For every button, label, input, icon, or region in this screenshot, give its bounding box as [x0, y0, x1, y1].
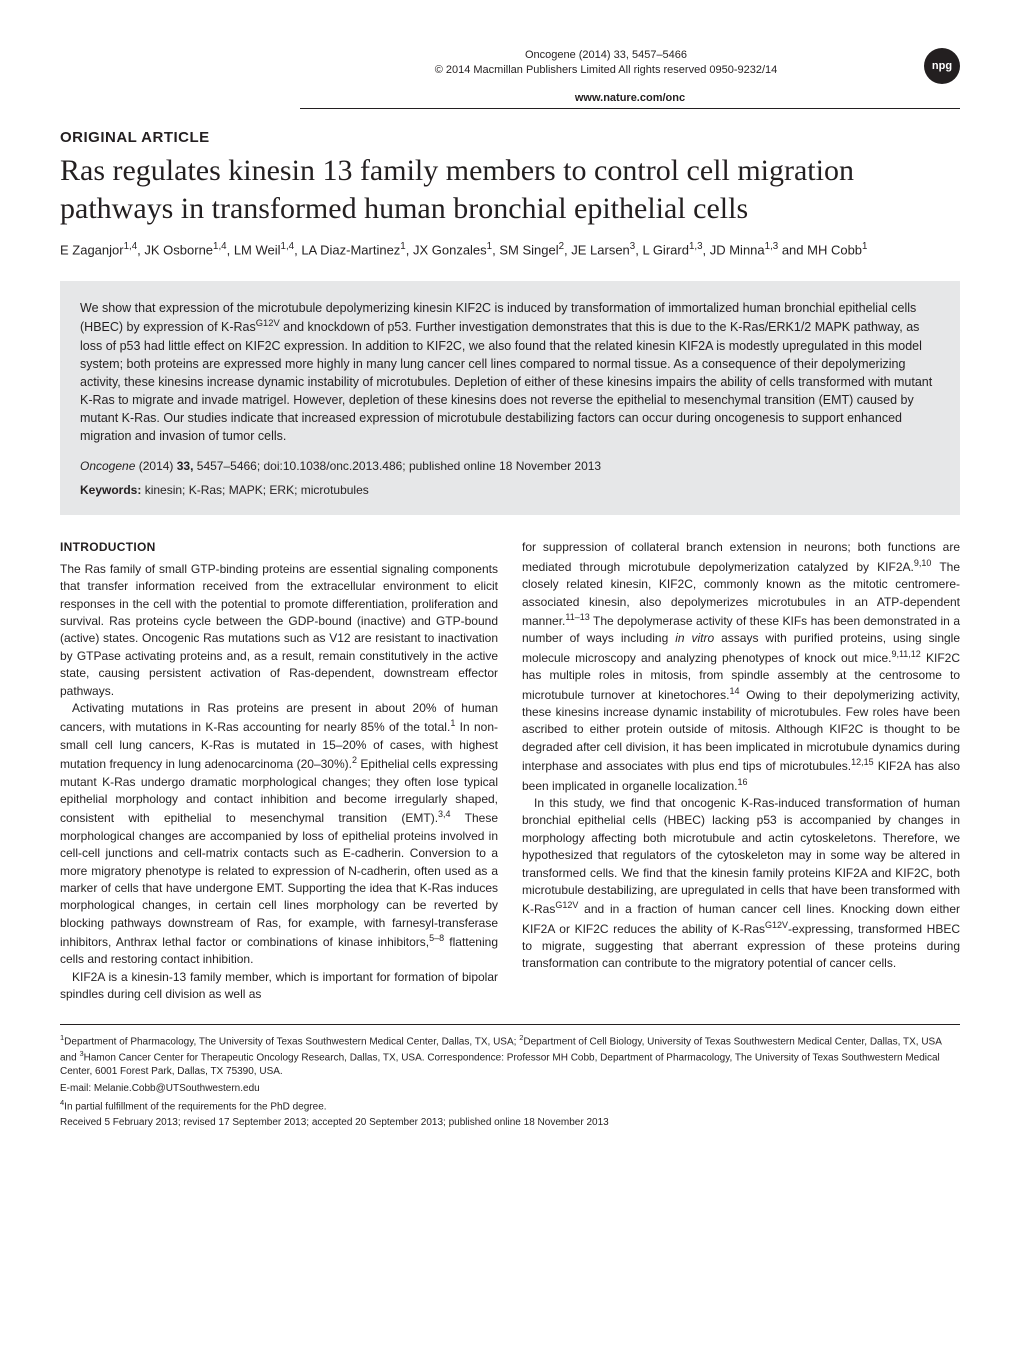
body-columns: INTRODUCTION The Ras family of small GTP…: [60, 539, 960, 1003]
journal-citation: Oncogene (2014) 33, 5457–5466: [300, 48, 912, 63]
page-container: Oncogene (2014) 33, 5457–5466 © 2014 Mac…: [0, 0, 1020, 1168]
authors-list: E Zaganjor1,4, JK Osborne1,4, LM Weil1,4…: [60, 241, 960, 257]
article-title: Ras regulates kinesin 13 family members …: [60, 152, 960, 227]
citation-journal: Oncogene: [80, 459, 135, 473]
journal-info: Oncogene (2014) 33, 5457–5466 © 2014 Mac…: [300, 48, 912, 79]
header-left: Oncogene (2014) 33, 5457–5466 © 2014 Mac…: [60, 48, 912, 79]
npg-badge-text: npg: [932, 60, 952, 72]
keywords-text: kinesin; K-Ras; MAPK; ERK; microtubules: [141, 483, 368, 497]
affiliations: 1Department of Pharmacology, The Univers…: [60, 1033, 960, 1080]
abstract-box: We show that expression of the microtubu…: [60, 281, 960, 515]
intro-para-5: In this study, we find that oncogenic K-…: [522, 795, 960, 973]
journal-copyright: © 2014 Macmillan Publishers Limited All …: [300, 63, 912, 78]
intro-para-3: KIF2A is a kinesin-13 family member, whi…: [60, 969, 498, 1004]
column-right: for suppression of collateral branch ext…: [522, 539, 960, 1003]
npg-logo-icon: npg: [924, 48, 960, 84]
introduction-heading: INTRODUCTION: [60, 539, 498, 556]
abstract-text: We show that expression of the microtubu…: [80, 299, 940, 445]
column-left: INTRODUCTION The Ras family of small GTP…: [60, 539, 498, 1003]
intro-para-2: Activating mutations in Ras proteins are…: [60, 700, 498, 969]
header-block: Oncogene (2014) 33, 5457–5466 © 2014 Mac…: [60, 48, 960, 84]
intro-para-4: for suppression of collateral branch ext…: [522, 539, 960, 794]
keywords: Keywords: kinesin; K-Ras; MAPK; ERK; mic…: [80, 483, 940, 497]
website-url: www.nature.com/onc: [300, 92, 960, 104]
article-type: ORIGINAL ARTICLE: [60, 129, 960, 146]
keywords-label: Keywords:: [80, 483, 141, 497]
header-divider: [300, 108, 960, 109]
received-dates: Received 5 February 2013; revised 17 Sep…: [60, 1117, 960, 1128]
correspondence-email: E-mail: Melanie.Cobb@UTSouthwestern.edu: [60, 1083, 960, 1094]
phd-footnote: 4In partial fulfillment of the requireme…: [60, 1098, 960, 1112]
citation-details: (2014) 33, 5457–5466; doi:10.1038/onc.20…: [135, 459, 601, 473]
abstract-citation: Oncogene (2014) 33, 5457–5466; doi:10.10…: [80, 459, 940, 473]
footer-divider: [60, 1024, 960, 1025]
intro-para-1: The Ras family of small GTP-binding prot…: [60, 561, 498, 700]
